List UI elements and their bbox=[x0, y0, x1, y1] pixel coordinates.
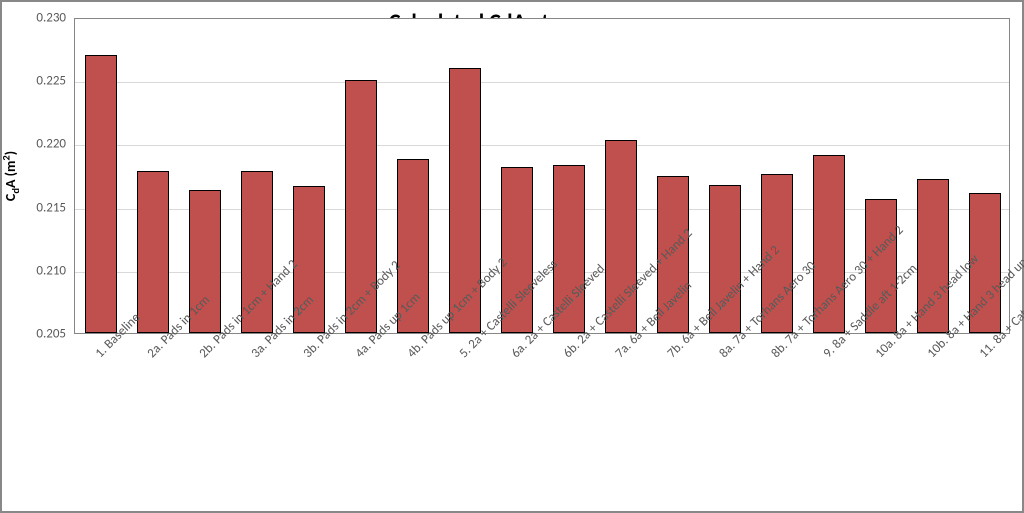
x-tick-label: 9. 8a + Saddle aft 1-2cm bbox=[820, 346, 835, 361]
chart-frame: Calculated CdA at zero yaw CdA (m2) 0.20… bbox=[0, 0, 1024, 513]
x-tick-label: 3b. Pads in 2cm + Body 2 bbox=[300, 346, 315, 361]
gridline bbox=[75, 145, 1009, 146]
x-tick-label: 7a. 6a + Bell Javelin bbox=[612, 346, 627, 361]
x-tick-label: 3a. Pads in 2cm bbox=[248, 346, 263, 361]
x-tick-label: 4b. Pads up 1cm + Body 2 bbox=[404, 346, 419, 361]
y-tick-label: 0.205 bbox=[2, 327, 66, 342]
x-tick-label: 8b. 7a + Torhans Aero 30 + Hand 2 bbox=[768, 346, 783, 361]
x-tick-label: 2a. Pads in 1cm bbox=[144, 346, 159, 361]
x-tick-label: 10b. 8a + Hand 3 head up bbox=[924, 346, 939, 361]
x-tick-label: 8a. 7a + Torhans Aero 30 bbox=[716, 346, 731, 361]
y-tick-label: 0.210 bbox=[2, 263, 66, 278]
y-tick-label: 0.220 bbox=[2, 137, 66, 152]
x-tick-label: 1. Baseline bbox=[92, 346, 107, 361]
y-axis-label: CdA (m2) bbox=[0, 151, 22, 201]
bar bbox=[137, 171, 169, 333]
x-tick-label: 6a. 2a + Castelli Sleeved bbox=[508, 346, 523, 361]
x-tick-label: 6b. 2a + Castelli Sleeved + Hand 2 bbox=[560, 346, 575, 361]
x-tick-label: 5. 2a + Castelli Sleeveless bbox=[456, 346, 471, 361]
x-tick-label: 11. 8a + Catalyst cover bbox=[976, 346, 991, 361]
x-tick-label: 7b. 6a + Bell Javelin + Hand 2 bbox=[664, 346, 679, 361]
y-tick-label: 0.215 bbox=[2, 200, 66, 215]
plot-area bbox=[74, 18, 1010, 334]
y-tick-label: 0.225 bbox=[2, 74, 66, 89]
x-tick-label: 4a. Pads up 1cm bbox=[352, 346, 367, 361]
y-tick-label: 0.230 bbox=[2, 11, 66, 26]
x-tick-label: 2b. Pads in 1cm + Hand 2 bbox=[196, 346, 211, 361]
gridline bbox=[75, 82, 1009, 83]
bar bbox=[85, 55, 117, 333]
x-tick-label: 10a. 8a + Hand 3 head low bbox=[872, 346, 887, 361]
